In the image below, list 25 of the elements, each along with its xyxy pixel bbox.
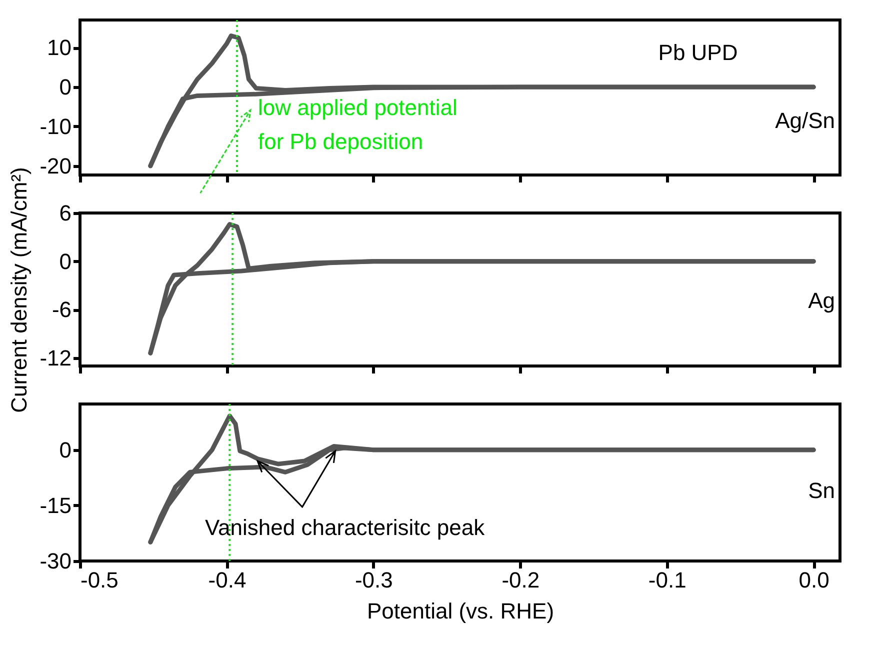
y-tick-label: -30	[40, 548, 72, 574]
y-tick-label: -6	[52, 297, 72, 322]
annotation: Ag/Sn	[775, 108, 835, 133]
y-tick-label: -12	[40, 345, 72, 370]
annotation: Pb UPD	[658, 40, 738, 65]
y-tick-label: 6	[59, 200, 72, 226]
y-axis-title: Current density (mA/cm²)	[6, 167, 32, 413]
x-tick-label: -0.4	[208, 568, 246, 592]
y-tick-label: -20	[40, 153, 72, 178]
x-tick-label: -0.2	[502, 568, 540, 592]
annotation: Vanished characterisitc peak	[205, 515, 486, 540]
x-axis-title: Potential (vs. RHE)	[366, 598, 554, 624]
x-tick-label: -0.5	[80, 568, 118, 592]
y-tick-label: 0	[59, 74, 72, 100]
y-tick-label: 0	[59, 248, 72, 274]
annotation: Sn	[808, 478, 835, 503]
x-tick-label: 0.0	[798, 568, 830, 592]
y-tick-label: -15	[40, 492, 72, 518]
y-tick-label: 0	[59, 437, 72, 462]
y-tick-label: -10	[40, 114, 72, 139]
x-tick-label: -0.3	[354, 568, 393, 592]
annotation: Ag	[808, 288, 835, 313]
annotation: low applied potential for Pb deposition	[258, 95, 458, 154]
y-tick-label: 10	[47, 35, 72, 60]
x-tick-label: -0.1	[648, 568, 686, 592]
